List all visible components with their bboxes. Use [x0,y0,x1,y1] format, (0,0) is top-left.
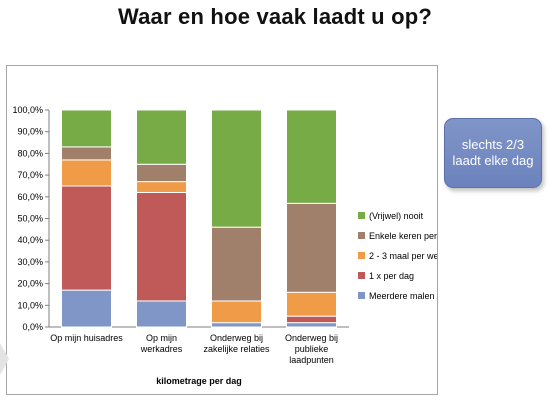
bar-segment [211,109,262,228]
bar-segment [136,300,187,328]
category-label-line: werkadres [140,344,183,354]
category-label-line: Op mijn huisadres [50,333,123,343]
legend-label: 1 x per dag [369,271,414,281]
legend-label: Enkele keren per maand [369,231,437,241]
legend-swatch [358,272,365,279]
y-tick-label: 100,0% [12,105,43,115]
bar-segment [136,163,187,183]
y-tick-label: 80,0% [17,148,43,158]
callout-box: slechts 2/3 laadt elke dag [444,118,542,188]
y-tick-label: 50,0% [17,214,43,224]
category-label: Op mijn werkadres [140,333,183,354]
bar-segment [286,322,337,328]
legend-swatch [358,212,365,219]
y-tick-label: 90,0% [17,127,43,137]
category-label-line: laadpunten [289,355,334,365]
legend-label: (Vrijwel) nooit [369,211,424,221]
y-tick-label: 60,0% [17,192,43,202]
bar-segment [286,291,337,317]
bar-segment [211,322,262,328]
bar-segment [286,315,337,324]
bar-segment [61,185,112,291]
legend-swatch [358,232,365,239]
y-tick-label: 10,0% [17,300,43,310]
category-label-line: publieke [295,344,329,354]
bar-segment [211,300,262,324]
y-tick-label: 0,0% [22,322,43,332]
previous-slide-arrow-icon[interactable] [0,343,9,375]
category-label-line: zakelijke relaties [203,344,270,354]
category-label: Onderweg bij zakelijke relaties [203,333,270,354]
bar-segment [286,109,337,204]
stacked-bar-chart: 0,0% 10,0% 20,0% 30,0% 40,0% 50,0% 60,0% 70,0% 8… [12,105,467,386]
bar-segment [61,159,112,187]
legend-label: Meerdere malen per dag [369,291,437,301]
y-tick-label: 40,0% [17,235,43,245]
category-label-line: Onderweg bij [210,333,263,343]
legend-swatch [358,252,365,259]
category-label: Onderweg bij publieke laadpunten [285,333,338,365]
bar-segment [286,202,337,293]
y-tick-label: 70,0% [17,170,43,180]
legend-label: 2 - 3 maal per week [369,251,437,261]
category-label: Op mijn huisadres [50,333,123,343]
bar-segment [211,226,262,302]
bar-segment [136,109,187,165]
category-label-line: Op mijn [146,333,177,343]
bar-segment [136,191,187,302]
bar-segment [61,109,112,148]
bar-segment [136,181,187,193]
y-tick-label: 30,0% [17,257,43,267]
y-tick-label: 20,0% [17,279,43,289]
legend-swatch [358,292,365,299]
x-axis-title: kilometrage per dag [156,376,242,386]
bar-segment [61,289,112,328]
slide-title: Waar en hoe vaak laadt u op? [117,4,433,29]
category-label-line: Onderweg bij [285,333,338,343]
callout-text: slechts 2/3 laadt elke dag [452,137,534,168]
bar-segment [61,146,112,161]
chart-frame: 0,0% 10,0% 20,0% 30,0% 40,0% 50,0% 60,0% 70,0% 8… [6,65,468,395]
